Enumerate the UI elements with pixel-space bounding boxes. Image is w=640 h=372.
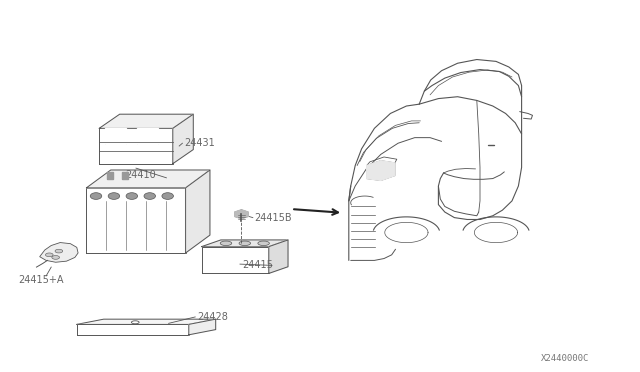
Text: 24431: 24431 (184, 138, 215, 148)
Ellipse shape (131, 321, 139, 324)
Polygon shape (122, 172, 128, 179)
Polygon shape (86, 188, 186, 253)
Polygon shape (202, 247, 269, 273)
Polygon shape (202, 240, 288, 247)
Polygon shape (186, 170, 210, 253)
Polygon shape (40, 243, 78, 262)
Ellipse shape (220, 241, 232, 246)
Ellipse shape (90, 193, 102, 199)
Text: 24415+A: 24415+A (18, 275, 63, 285)
Text: X2440000C: X2440000C (540, 355, 589, 363)
Polygon shape (269, 240, 288, 273)
Text: 24415B: 24415B (255, 213, 292, 222)
Text: 24415: 24415 (242, 260, 273, 270)
Polygon shape (99, 114, 193, 128)
Text: 24428: 24428 (197, 312, 228, 322)
Polygon shape (86, 170, 210, 188)
Ellipse shape (126, 193, 138, 199)
Text: 24410: 24410 (125, 170, 156, 180)
Polygon shape (235, 210, 248, 219)
Ellipse shape (52, 256, 60, 259)
Polygon shape (367, 161, 395, 180)
Polygon shape (138, 128, 158, 144)
Ellipse shape (45, 253, 53, 257)
Ellipse shape (108, 193, 120, 199)
Polygon shape (189, 319, 216, 335)
Polygon shape (77, 319, 216, 324)
Polygon shape (107, 172, 113, 179)
Ellipse shape (144, 193, 156, 199)
Polygon shape (105, 128, 125, 144)
Ellipse shape (162, 193, 173, 199)
Polygon shape (99, 128, 173, 164)
Polygon shape (77, 324, 189, 335)
Ellipse shape (55, 249, 63, 253)
Ellipse shape (239, 241, 251, 246)
Ellipse shape (258, 241, 269, 246)
Polygon shape (173, 114, 193, 164)
